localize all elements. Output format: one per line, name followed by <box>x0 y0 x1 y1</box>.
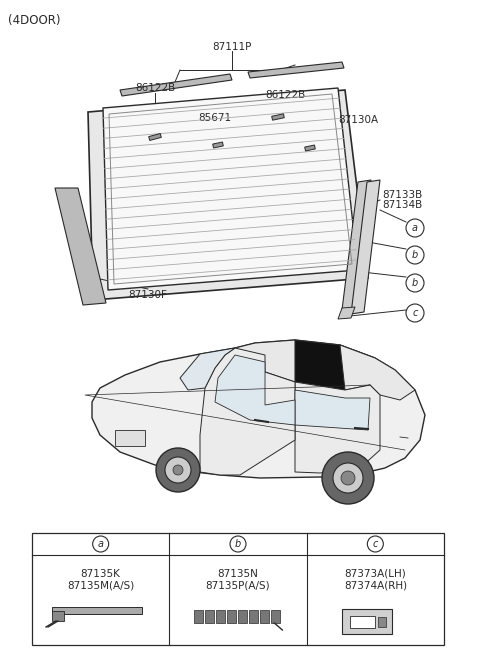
Polygon shape <box>149 134 161 140</box>
Text: 85671: 85671 <box>198 113 231 123</box>
Circle shape <box>165 457 191 483</box>
Polygon shape <box>235 340 295 382</box>
Polygon shape <box>305 145 315 151</box>
Circle shape <box>173 465 183 475</box>
Polygon shape <box>272 114 284 121</box>
Polygon shape <box>295 382 380 473</box>
Text: 86122B: 86122B <box>265 90 305 100</box>
Circle shape <box>156 448 200 492</box>
Text: 87135N
87135P(A/S): 87135N 87135P(A/S) <box>206 569 270 591</box>
Bar <box>52 607 142 614</box>
Text: b: b <box>412 278 418 288</box>
Polygon shape <box>92 340 425 478</box>
Polygon shape <box>340 345 415 400</box>
Polygon shape <box>248 62 344 78</box>
Text: 87133B: 87133B <box>382 190 422 200</box>
Text: c: c <box>412 308 418 318</box>
Text: 87130F: 87130F <box>129 290 168 300</box>
Text: c: c <box>372 539 378 549</box>
Polygon shape <box>338 307 355 319</box>
Polygon shape <box>55 188 106 305</box>
Bar <box>271 610 280 623</box>
Bar <box>260 610 269 623</box>
Bar <box>52 611 64 621</box>
Circle shape <box>341 471 355 485</box>
Polygon shape <box>200 348 295 475</box>
Text: 87373A(LH)
87374A(RH): 87373A(LH) 87374A(RH) <box>344 569 407 591</box>
Polygon shape <box>295 390 370 430</box>
Circle shape <box>333 463 363 493</box>
Bar <box>205 610 215 623</box>
Bar <box>239 610 247 623</box>
Bar <box>32 533 444 645</box>
Bar <box>194 610 204 623</box>
Bar <box>115 430 145 446</box>
Bar <box>378 617 385 627</box>
Bar <box>216 610 225 623</box>
Text: 87135K
87135M(A/S): 87135K 87135M(A/S) <box>67 569 134 591</box>
Text: (4DOOR): (4DOOR) <box>8 14 60 27</box>
Polygon shape <box>88 90 368 300</box>
Polygon shape <box>351 180 380 314</box>
Text: a: a <box>97 539 104 549</box>
Text: 86122B: 86122B <box>135 83 175 93</box>
Polygon shape <box>103 88 358 290</box>
Bar <box>349 616 375 628</box>
Polygon shape <box>265 340 375 390</box>
Text: b: b <box>235 539 241 549</box>
Polygon shape <box>120 74 232 96</box>
Bar <box>342 609 392 634</box>
Text: 87134B: 87134B <box>382 200 422 210</box>
Text: b: b <box>412 250 418 260</box>
Text: a: a <box>412 223 418 233</box>
Text: 87111P: 87111P <box>212 42 252 52</box>
Circle shape <box>322 452 374 504</box>
Polygon shape <box>342 180 371 310</box>
Bar <box>228 610 236 623</box>
Bar <box>249 610 258 623</box>
Text: 87130A: 87130A <box>338 115 378 125</box>
Polygon shape <box>215 355 295 425</box>
Polygon shape <box>180 348 235 390</box>
Polygon shape <box>213 142 223 148</box>
